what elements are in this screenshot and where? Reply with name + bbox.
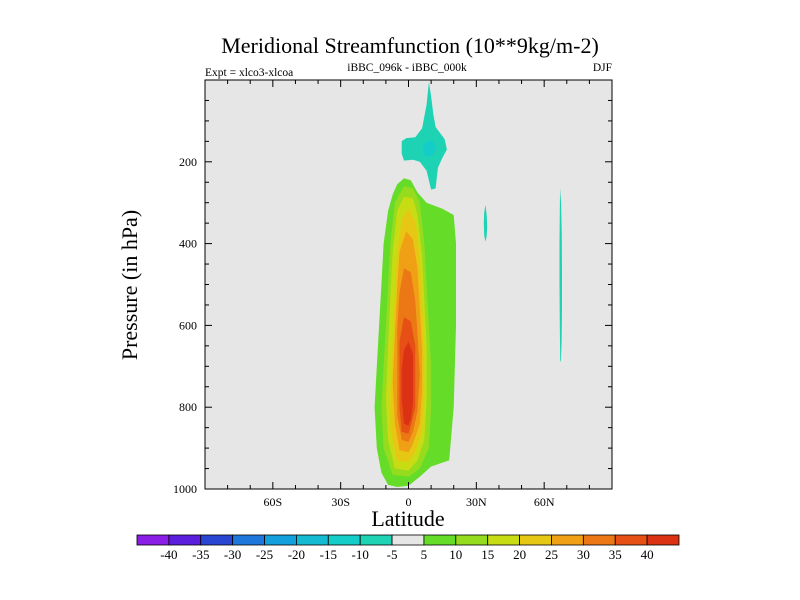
y-tick-label: 200 [179,155,197,169]
colorbar-label: -25 [256,547,273,562]
colorbar-swatch-7 [359,534,393,546]
colorbar-label: -40 [160,547,177,562]
colorbar-label: 5 [421,547,428,562]
colorbar-label: 10 [449,547,462,562]
contour-pos40-7 [401,341,413,426]
colorbar-label: -5 [387,547,398,562]
chart-title: Meridional Streamfunction (10**9kg/m-2) [221,33,599,58]
colorbar-swatch-16 [646,534,680,546]
y-tick-label: 800 [179,400,197,414]
contour-neg5-8 [401,82,447,190]
axes: 60S 30S 0 30N 60N 200 400 600 800 1000 [173,80,612,509]
colorbar-label: 15 [481,547,494,562]
colorbar-swatch-3 [232,534,265,546]
x-tick-label: 60N [534,495,555,509]
colorbar-label: 40 [641,547,654,562]
colorbar-swatch-4 [264,534,297,546]
colorbar-swatch-0 [136,534,170,546]
colorbar-swatch-1 [168,534,202,546]
colorbar-label: 35 [609,547,622,562]
colorbar-label: 30 [577,547,590,562]
colorbar-swatch-15 [614,534,648,546]
x-tick-label: 30N [466,495,487,509]
contour-neg10-9 [422,140,436,157]
colorbar-label: -20 [288,547,305,562]
x-tick-label: 0 [406,495,412,509]
contour-neg5-11 [559,188,562,363]
colorbar-swatch-6 [327,534,361,546]
colorbar-swatch-11 [487,534,520,546]
colorbar-label: -35 [192,547,209,562]
colorbar-swatch-9 [423,534,457,546]
colorbar-label: -30 [224,547,241,562]
colorbar-swatch-10 [455,534,489,546]
run-difference-annotation: iBBC_096k - iBBC_000k [347,62,467,74]
colorbar: -40 -35 -30 -25 -20 -15 -10 -5 5 10 15 20 25 30 35 40 [136,534,680,562]
colorbar-swatch-12 [519,534,552,546]
x-tick-label: 30S [331,495,350,509]
season-annotation: DJF [593,62,612,74]
colorbar-label: -15 [320,547,337,562]
colorbar-swatch-13 [551,534,584,546]
x-tick-label: 60S [263,495,282,509]
colorbar-swatch-14 [582,534,616,546]
x-axis-label: Latitude [371,506,444,531]
y-tick-label: 400 [179,237,197,251]
y-axis-label: Pressure (in hPa) [117,210,142,360]
colorbar-label: -10 [352,547,369,562]
y-tick-label: 600 [179,318,197,332]
colorbar-swatch-5 [296,534,329,546]
colorbar-swatch-8 [391,534,425,546]
contour-fills [374,82,562,487]
y-tick-label: 1000 [173,482,197,496]
contour-neg5-10 [483,204,488,242]
colorbar-label: 25 [545,547,558,562]
colorbar-swatch-2 [200,534,234,546]
colorbar-label: 20 [513,547,526,562]
experiment-annotation: Expt = xlco3-xlcoa [205,67,293,79]
